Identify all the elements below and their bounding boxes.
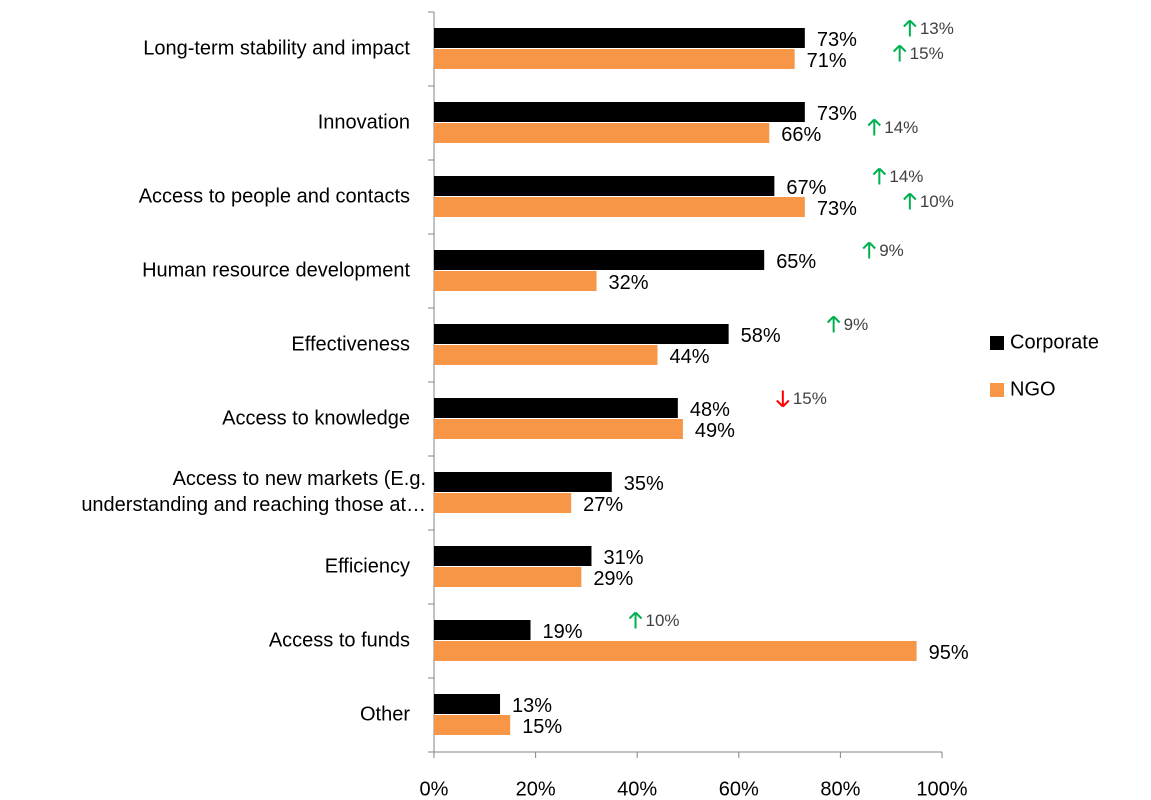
bar: [434, 493, 572, 513]
data-label: 73%: [817, 198, 857, 220]
bar: [434, 620, 531, 640]
arrow-stroke: [776, 399, 784, 408]
arrow-stroke: [872, 167, 881, 176]
bar: [434, 28, 805, 48]
arrow-stroke: [878, 167, 887, 176]
data-label: 35%: [624, 473, 664, 495]
annotation-text: 13%: [920, 19, 954, 38]
x-tick-label: 100%: [916, 778, 967, 800]
data-label: 48%: [690, 399, 730, 421]
arrow-stroke: [782, 399, 790, 408]
category-label: Long-term stability and impact: [143, 37, 410, 59]
annotation-text: 14%: [884, 118, 918, 137]
bar: [434, 197, 805, 217]
annotation-arrow: [903, 19, 917, 37]
category-label: Access to new markets (E.g. understanding…: [81, 468, 426, 516]
category-label: Innovation: [318, 111, 410, 133]
legend-swatch: [990, 336, 1004, 350]
category-label: Efficiency: [325, 555, 410, 577]
annotation-text: 15%: [910, 44, 944, 63]
bar: [434, 250, 765, 270]
annotation-text: 14%: [889, 167, 923, 186]
data-label: 49%: [695, 420, 735, 442]
arrow-stroke: [832, 315, 841, 324]
annotation-arrow: [776, 390, 790, 408]
category-label: Effectiveness: [291, 333, 410, 355]
annotation-text: 9%: [844, 315, 869, 334]
legend-label: Corporate: [1010, 331, 1099, 353]
category-label: Access to knowledge: [222, 407, 410, 429]
annotation-text: 9%: [879, 241, 904, 260]
bar: [434, 123, 770, 143]
data-label: 66%: [781, 124, 821, 146]
data-label: 71%: [807, 50, 847, 72]
data-label: 19%: [543, 621, 583, 643]
annotation-arrow: [872, 167, 887, 185]
bar: [434, 419, 683, 439]
arrow-stroke: [898, 44, 907, 53]
data-label: 67%: [786, 177, 826, 199]
arrow-stroke: [868, 241, 876, 250]
annotation-arrow: [628, 611, 643, 629]
bar: [434, 345, 658, 365]
legend-label: NGO: [1010, 378, 1056, 400]
data-label: 32%: [609, 272, 649, 294]
data-label: 27%: [583, 494, 623, 516]
x-tick-label: 40%: [617, 778, 657, 800]
annotation-arrow: [826, 315, 841, 333]
annotation-text: 10%: [646, 611, 680, 630]
bar: [434, 567, 582, 587]
arrow-stroke: [867, 118, 875, 127]
bar: [434, 694, 501, 714]
data-label: 73%: [817, 103, 857, 125]
x-tick-label: 80%: [820, 778, 860, 800]
arrow-stroke: [862, 241, 870, 250]
arrow-stroke: [892, 44, 901, 53]
annotation-arrow: [892, 44, 907, 62]
arrow-stroke: [873, 118, 881, 127]
bar: [434, 546, 592, 566]
data-label: 95%: [929, 642, 969, 664]
bar: [434, 102, 805, 122]
legend-swatch: [990, 383, 1004, 397]
arrow-stroke: [903, 19, 911, 28]
annotation-arrow: [867, 118, 881, 136]
x-tick-label: 0%: [420, 778, 449, 800]
data-label: 29%: [593, 568, 633, 590]
bar: [434, 176, 775, 196]
arrow-stroke: [909, 19, 917, 28]
data-label: 58%: [741, 325, 781, 347]
annotation-text: 10%: [920, 192, 954, 211]
bar: [434, 715, 511, 735]
category-label: Other: [360, 703, 410, 725]
arrow-stroke: [628, 611, 637, 620]
arrow-stroke: [909, 192, 917, 201]
arrow-stroke: [826, 315, 835, 324]
category-label: Access to funds: [269, 629, 410, 651]
data-label: 13%: [512, 695, 552, 717]
annotation-text: 15%: [793, 389, 827, 408]
bar: [434, 472, 612, 492]
arrow-stroke: [634, 611, 643, 620]
data-label: 31%: [603, 547, 643, 569]
data-label: 65%: [776, 251, 816, 273]
data-label: 15%: [522, 716, 562, 738]
category-label: Human resource development: [142, 259, 410, 281]
bar: [434, 641, 917, 661]
bar: [434, 271, 597, 291]
bar: [434, 398, 678, 418]
annotation-arrow: [903, 192, 917, 210]
x-tick-label: 60%: [719, 778, 759, 800]
data-label: 44%: [670, 346, 710, 368]
category-label: Access to people and contacts: [139, 185, 410, 207]
bar: [434, 324, 729, 344]
bar: [434, 49, 795, 69]
annotation-arrow: [862, 241, 876, 259]
arrow-stroke: [903, 192, 911, 201]
x-tick-label: 20%: [516, 778, 556, 800]
data-label: 73%: [817, 29, 857, 51]
